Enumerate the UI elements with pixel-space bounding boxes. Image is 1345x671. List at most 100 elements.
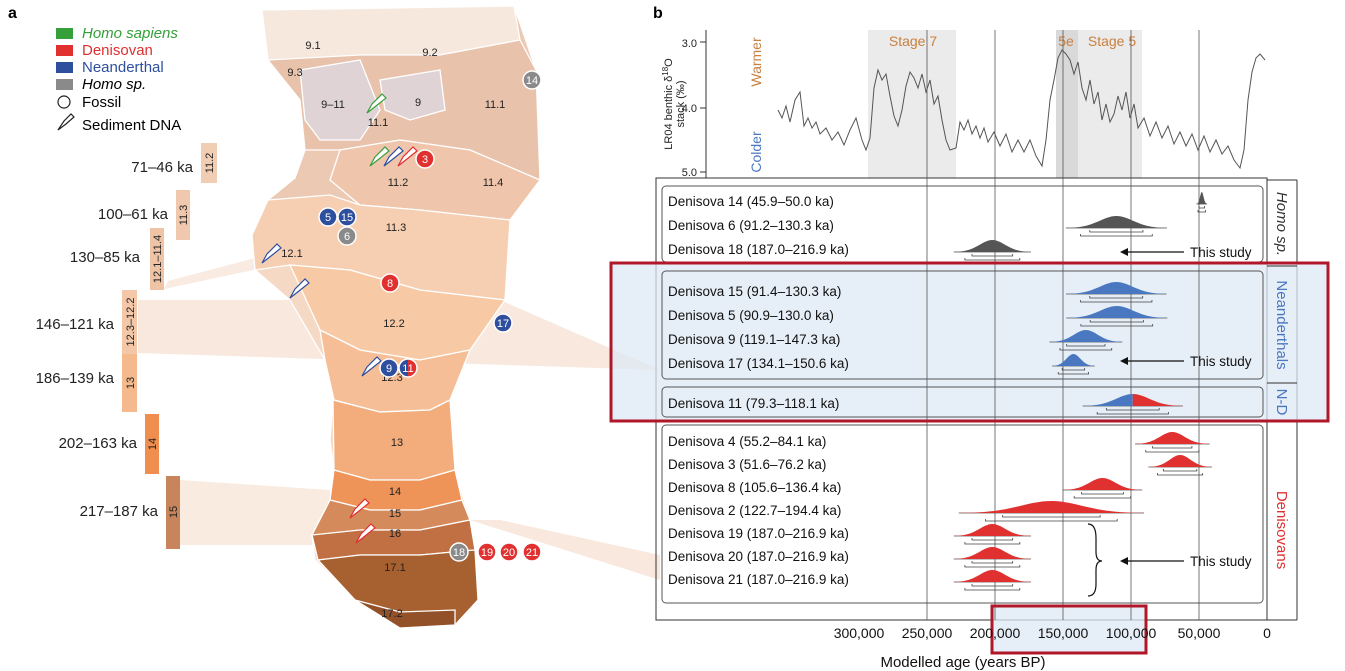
fossil-badge <box>337 226 357 246</box>
age-distribution <box>953 570 1031 591</box>
sediment-dna-icon <box>289 278 310 299</box>
row-label: Denisova 8 (105.6–136.4 ka) <box>668 480 841 495</box>
panel-b-label: b <box>653 5 663 22</box>
fossil-badges: 14 3 5 15 6 8 17 9 11 18 19 20 21 <box>318 70 542 562</box>
layer-label: 13 <box>391 437 403 449</box>
row-labels: Denisova 14 (45.9–50.0 ka) Denisova 6 (9… <box>668 194 849 587</box>
fossil-icon <box>57 95 71 109</box>
fossil-id: 15 <box>341 212 353 224</box>
age-distributions <box>953 192 1212 591</box>
fossil-id: 20 <box>503 547 515 559</box>
stage-label: 5e <box>1058 33 1074 49</box>
fossil-badge <box>493 313 513 333</box>
age-bar <box>201 143 217 183</box>
age-range: 146–121 ka <box>36 316 115 333</box>
x-tick-label: 50,000 <box>1178 625 1221 641</box>
group-label-denisovans: Denisovans <box>1273 491 1290 569</box>
this-study-label: This study <box>1190 245 1252 260</box>
sediment-dna-icon <box>57 113 75 131</box>
fossil-badge <box>337 207 357 227</box>
layer-label: 9.2 <box>422 47 437 59</box>
age-bar-layer: 11.3 <box>178 205 190 226</box>
legend-swatch-homo-sapiens <box>56 28 73 39</box>
age-bar-layer: 12.1–11.4 <box>152 235 164 283</box>
fossil-id: 9 <box>386 363 392 375</box>
row-label: Denisova 17 (134.1–150.6 ka) <box>668 356 849 371</box>
fossil-id: 19 <box>481 547 493 559</box>
age-range: 217–187 ka <box>80 503 159 520</box>
fossil-badge <box>522 542 542 562</box>
row-label: Denisova 5 (90.9–130.0 ka) <box>668 308 834 323</box>
layer-label: 11.4 <box>483 177 504 189</box>
row-label: Denisova 4 (55.2–84.1 ka) <box>668 434 826 449</box>
group-labels: Homo sp. Neanderthals N-D Denisovans <box>1267 192 1297 569</box>
ylabel-part: O <box>663 58 675 67</box>
row-label: Denisova 11 (79.3–118.1 ka) <box>668 396 839 411</box>
fossil-id: 14 <box>526 75 538 87</box>
x-tick-label: 300,000 <box>834 625 885 641</box>
climate-ytick: 3.0 <box>682 38 697 50</box>
sediment-dna-markers <box>261 93 418 544</box>
fossil-id: 5 <box>325 212 331 224</box>
this-study-annotations: This study This study This study <box>1087 245 1252 597</box>
arrow-left-icon <box>1120 557 1128 565</box>
x-axis-ticks: 300,000 250,000 200,000 150,000 100,000 50,00… <box>834 625 1271 641</box>
fossil-badge <box>379 358 399 378</box>
age-bar-layer: 12.3–12.2 <box>125 298 137 347</box>
age-distribution <box>958 501 1145 522</box>
row-label: Denisova 14 (45.9–50.0 ka) <box>668 194 834 209</box>
row-label: Denisova 3 (51.6–76.2 ka) <box>668 457 826 472</box>
group-label-homo-sp: Homo sp. <box>1273 192 1290 256</box>
legend-denisovan: Denisovan <box>82 42 153 59</box>
climate-ytick: 4.0 <box>682 103 697 115</box>
fossil-id: 3 <box>422 154 428 166</box>
layer-label: 11.1 <box>485 99 506 111</box>
neanderthal-highlight <box>611 263 1328 421</box>
age-bar-layer: 13 <box>125 377 137 389</box>
sediment-dna-icon <box>366 93 387 114</box>
legend-swatch-homo-sp <box>56 79 73 90</box>
age-bar <box>122 290 137 354</box>
stage-5e-band <box>1056 30 1078 178</box>
sediment-dna-icon <box>397 146 418 167</box>
fossil-id: 17 <box>497 318 509 330</box>
row-label: Denisova 21 (187.0–216.9 ka) <box>668 572 849 587</box>
layer-label: 17.2 <box>381 608 402 620</box>
panel-a-label: a <box>8 5 17 22</box>
fossil-id: 18 <box>453 547 465 559</box>
svg-text:LR04 benthic δ18O: LR04 benthic δ18O <box>661 58 675 150</box>
ylabel-line2: stack (‰) <box>675 80 687 127</box>
age-range: 71–46 ka <box>131 159 193 176</box>
age-distribution <box>953 240 1031 261</box>
x-tick-label: 0 <box>1263 625 1271 641</box>
neanderthal-group-box <box>661 270 1264 380</box>
age-distribution <box>1065 282 1167 303</box>
legend-swatch-neanderthal <box>56 62 73 73</box>
age-distribution <box>1066 306 1168 327</box>
age-plot: Denisova 14 (45.9–50.0 ka) Denisova 6 (9… <box>609 30 1330 671</box>
this-study-label: This study <box>1190 354 1252 369</box>
age-distribution <box>953 524 1031 545</box>
age-distribution <box>953 547 1031 568</box>
sediment-dna-icon <box>355 523 376 544</box>
age-distribution <box>1065 216 1167 237</box>
age-distribution <box>1082 394 1183 415</box>
age-bar <box>166 476 180 549</box>
age-distribution <box>1062 478 1143 499</box>
layer-label: 15 <box>389 508 401 520</box>
layer-labels: 9.1 9.2 9.3 9–11 9 11.1 11.1 11.2 11.4 1… <box>281 40 505 620</box>
warmer-label: Warmer <box>748 37 764 87</box>
colder-label: Colder <box>748 131 764 173</box>
sediment-dna-icon <box>383 146 404 167</box>
row-label: Denisova 2 (122.7–194.4 ka) <box>668 503 841 518</box>
legend-swatch-denisovan <box>56 45 73 56</box>
sediment-dna-icon <box>349 498 370 519</box>
layer-label: 9 <box>415 97 421 109</box>
nd-group-box <box>661 386 1264 418</box>
age-bar <box>145 414 159 474</box>
d18o-curve <box>777 49 1266 170</box>
fossil-id: 8 <box>387 278 393 290</box>
age-bar <box>122 354 137 412</box>
arrow-left-icon <box>1120 357 1128 365</box>
fossil-badge <box>477 542 497 562</box>
